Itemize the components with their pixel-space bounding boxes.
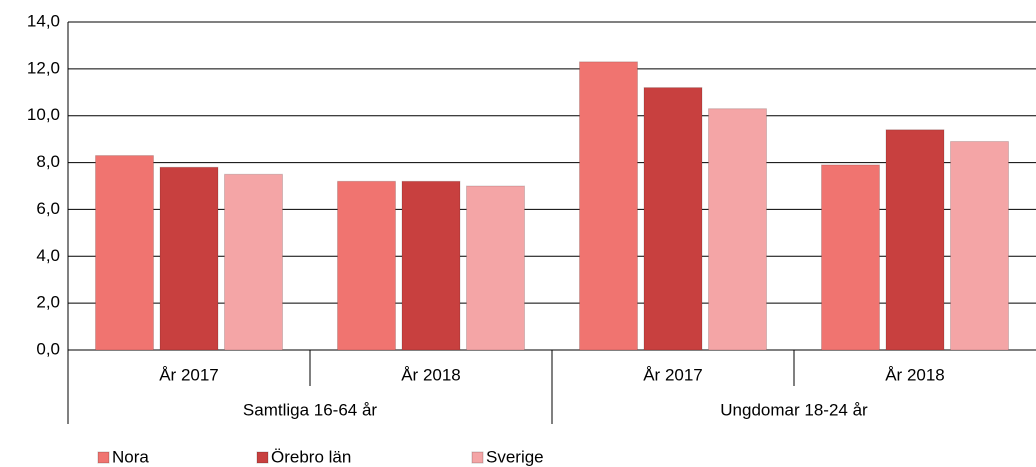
y-tick-label: 8,0 [36, 152, 60, 171]
legend-swatch [97, 451, 110, 464]
bar [224, 173, 283, 351]
bar [885, 129, 945, 351]
legend-label: Nora [112, 447, 149, 466]
y-tick-label: 14,0 [27, 11, 60, 30]
x-tick-label: År 2017 [643, 365, 703, 384]
y-tick-label: 2,0 [36, 293, 60, 312]
bar [95, 155, 154, 351]
group-label: Samtliga 16-64 år [243, 400, 378, 419]
x-tick-label: År 2018 [885, 365, 945, 384]
x-tick-label: År 2018 [401, 365, 461, 384]
legend-label: Örebro län [271, 447, 351, 466]
bar [708, 108, 767, 351]
y-tick-label: 10,0 [27, 105, 60, 124]
bar [643, 87, 703, 351]
legend-swatch [256, 451, 269, 464]
legend-label: Sverige [486, 447, 544, 466]
y-tick-label: 4,0 [36, 246, 60, 265]
bar [159, 166, 219, 351]
bar [337, 180, 396, 351]
y-tick-label: 6,0 [36, 199, 60, 218]
y-tick-label: 0,0 [36, 339, 60, 358]
bar [401, 180, 461, 351]
y-tick-label: 12,0 [27, 58, 60, 77]
bar [950, 140, 1009, 351]
group-label: Ungdomar 18-24 år [720, 400, 868, 419]
legend-swatch [471, 451, 484, 464]
x-tick-label: År 2017 [159, 365, 219, 384]
bar [466, 185, 525, 351]
bar [579, 61, 638, 351]
bar [821, 164, 880, 351]
